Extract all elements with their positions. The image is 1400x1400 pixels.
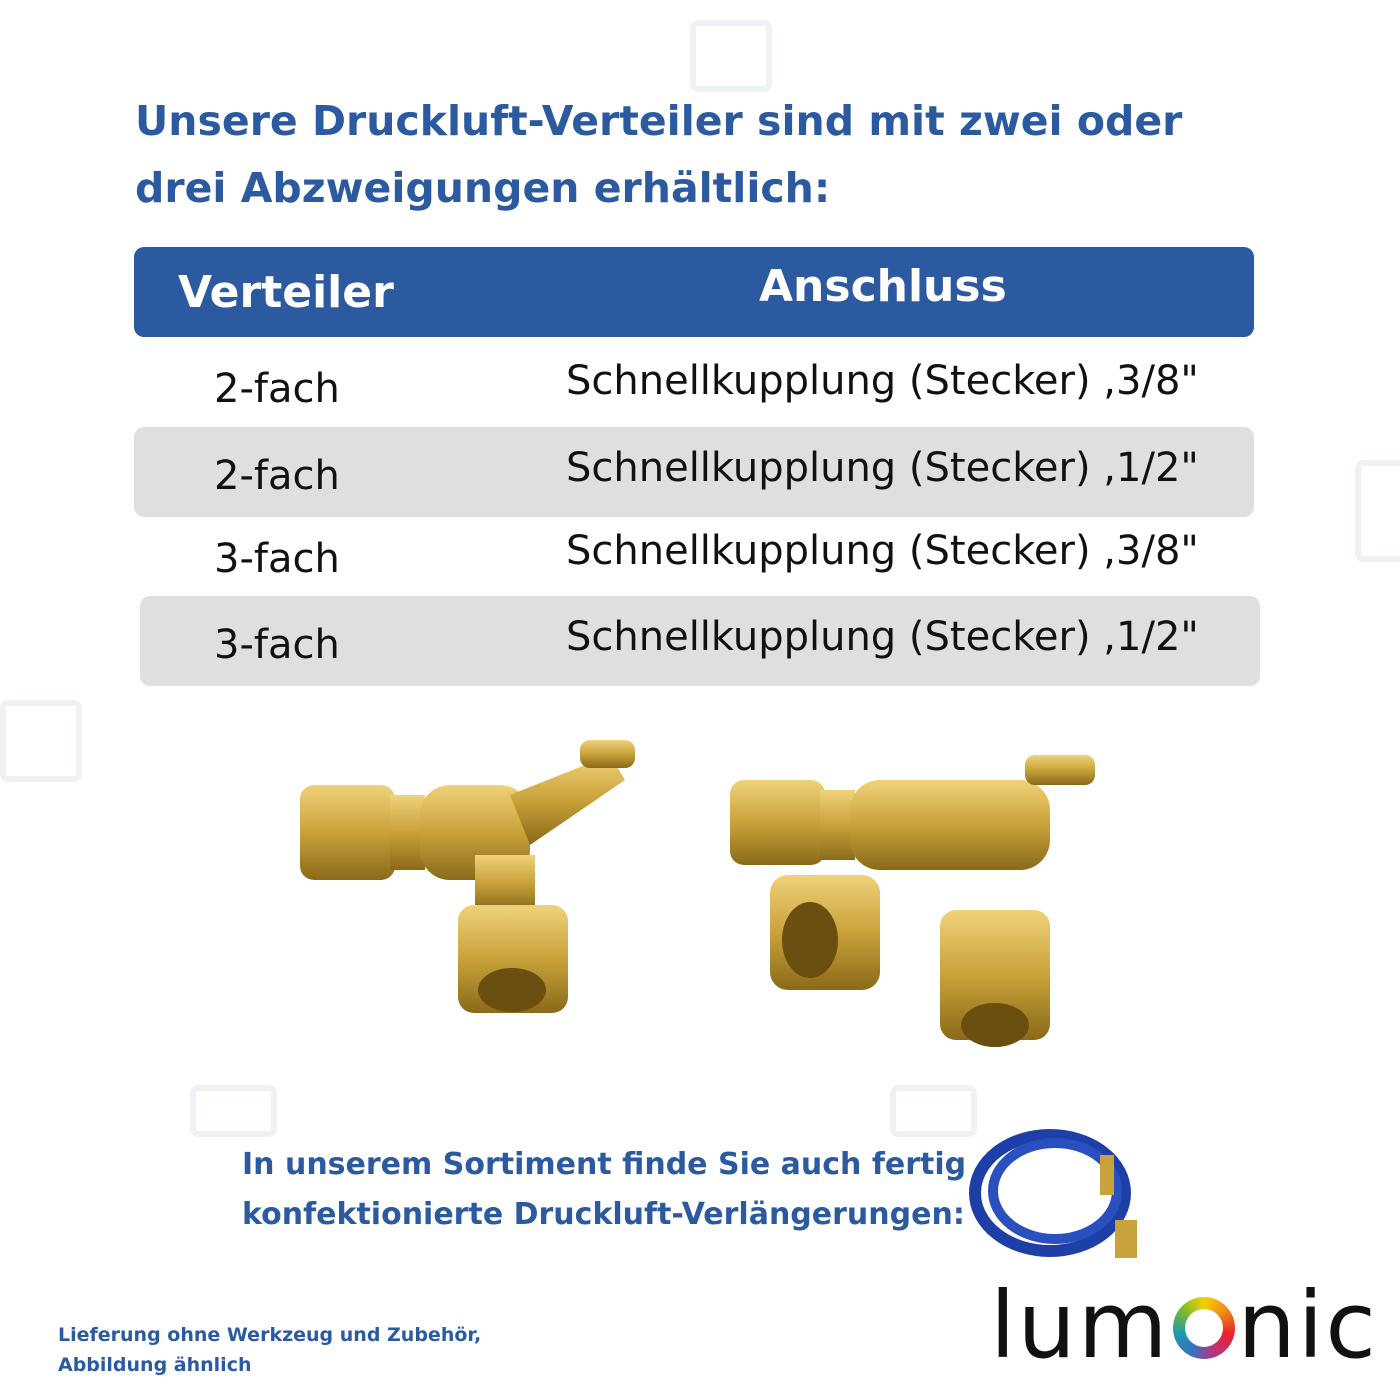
background-decoration [190, 1085, 277, 1137]
product-image-3-way-manifold [730, 755, 1095, 1047]
promo-line-1: In unserem Sortiment finde Sie auch fert… [242, 1147, 967, 1182]
cell-anschluss: Schnellkupplung (Stecker) ,3/8" [566, 528, 1199, 574]
lumonic-logo: lum nic [990, 1272, 1378, 1379]
promo-text: In unserem Sortiment finde Sie auch fert… [242, 1140, 966, 1240]
logo-text-post: nic [1237, 1272, 1378, 1379]
background-decoration [890, 1085, 977, 1137]
cell-anschluss: Schnellkupplung (Stecker) ,1/2" [566, 614, 1199, 660]
promo-line-2: konfektionierte Druckluft-Verlängerungen… [242, 1197, 965, 1232]
table-row: 2-fach Schnellkupplung (Stecker) ,3/8" [134, 340, 1254, 430]
table-row: 3-fach Schnellkupplung (Stecker) ,3/8" [134, 510, 1254, 600]
product-image-2-way-manifold [300, 740, 635, 1013]
table-row: 3-fach Schnellkupplung (Stecker) ,1/2" [140, 596, 1260, 686]
logo-text-pre: lum [990, 1272, 1170, 1379]
header-verteiler: Verteiler [178, 267, 394, 318]
header-anschluss: Anschluss [759, 261, 1007, 312]
cell-verteiler: 2-fach [214, 453, 340, 499]
delivery-note: Lieferung ohne Werkzeug und Zubehör, Abb… [58, 1320, 481, 1380]
background-decoration [0, 700, 82, 782]
cell-verteiler: 3-fach [214, 622, 340, 668]
cell-anschluss: Schnellkupplung (Stecker) ,3/8" [566, 358, 1199, 404]
cell-verteiler: 2-fach [214, 366, 340, 412]
table-header: Verteiler Anschluss [134, 247, 1254, 337]
background-decoration [690, 20, 772, 92]
page-title: Unsere Druckluft-Verteiler sind mit zwei… [135, 97, 1183, 212]
cell-verteiler: 3-fach [214, 536, 340, 582]
note-line-2: Abbildung ähnlich [58, 1354, 252, 1376]
product-image-hose [969, 1129, 1137, 1258]
cell-anschluss: Schnellkupplung (Stecker) ,1/2" [566, 445, 1199, 491]
table-row: 2-fach Schnellkupplung (Stecker) ,1/2" [134, 427, 1254, 517]
background-decoration [1355, 460, 1400, 562]
note-line-1: Lieferung ohne Werkzeug und Zubehör, [58, 1324, 482, 1346]
logo-ring-icon [1172, 1297, 1235, 1359]
